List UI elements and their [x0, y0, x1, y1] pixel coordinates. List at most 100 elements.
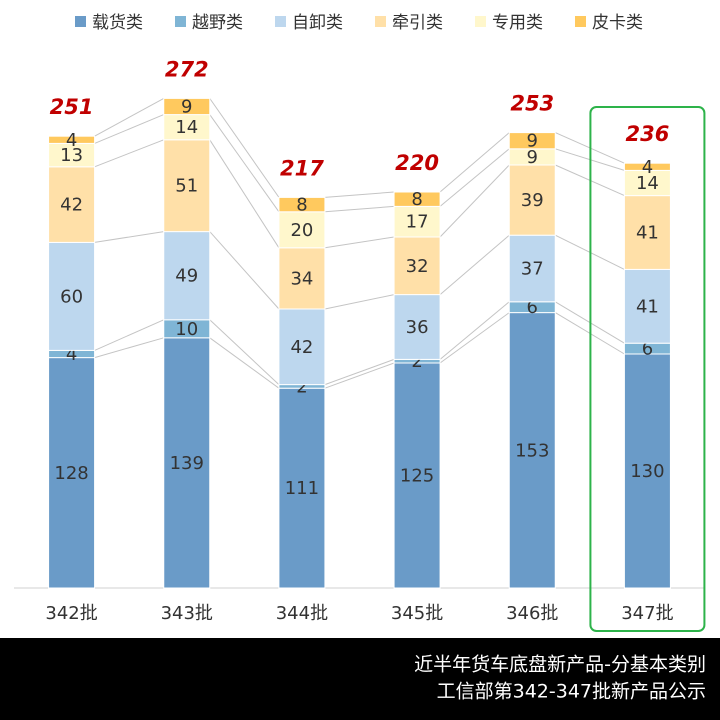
- data-label: 8: [411, 189, 422, 210]
- data-label: 2: [411, 351, 422, 372]
- data-label: 39: [521, 190, 544, 211]
- connector-line: [94, 337, 164, 359]
- connector-line: [324, 236, 395, 249]
- legend-label: 皮卡类: [592, 13, 643, 33]
- data-label: 41: [636, 223, 659, 244]
- bar-segment: [393, 236, 441, 296]
- bar-segment: [48, 241, 96, 351]
- data-label: 130: [630, 461, 664, 482]
- bar-segment: [393, 294, 441, 360]
- footer-line: 近半年货车底盘新产品-分基本类别: [414, 654, 706, 676]
- bar-segment: [48, 135, 96, 144]
- connector-line: [439, 301, 510, 360]
- bar-segment: [278, 387, 326, 589]
- connector-line: [439, 164, 510, 238]
- bar-segment: [278, 211, 326, 249]
- data-label: 8: [296, 195, 307, 216]
- data-label: 36: [406, 317, 429, 338]
- data-label: 111: [285, 478, 319, 499]
- data-label: 2: [296, 376, 307, 397]
- bar-segment: [623, 169, 671, 197]
- highlight-box: [589, 106, 706, 632]
- bar-segment: [393, 191, 441, 207]
- connector-line: [94, 319, 164, 351]
- legend-label: 自卸类: [292, 13, 343, 33]
- connector-line: [439, 234, 510, 295]
- bar-segment: [163, 97, 211, 116]
- legend-swatch: [275, 16, 286, 27]
- data-label: 42: [290, 337, 313, 358]
- x-tick-label: 346批: [506, 603, 558, 624]
- bar-segment: [623, 268, 671, 344]
- x-tick-label: 343批: [161, 603, 213, 624]
- connector-line: [209, 319, 280, 385]
- bar-segment: [163, 337, 211, 589]
- legend-swatch: [175, 16, 186, 27]
- connector-line: [324, 191, 395, 198]
- data-label: 14: [636, 173, 659, 194]
- x-tick-label: 347批: [621, 603, 673, 624]
- bar-segment: [278, 247, 326, 310]
- data-label: 51: [175, 176, 198, 197]
- data-label: 17: [406, 212, 429, 233]
- bar-segment: [508, 132, 556, 150]
- x-tick-label: 342批: [45, 603, 97, 624]
- bar-segment: [48, 166, 96, 243]
- connector-line: [209, 98, 280, 198]
- data-label: 60: [60, 286, 83, 307]
- connector-line: [439, 148, 510, 207]
- bar-segment: [393, 205, 441, 238]
- data-label: 32: [406, 256, 429, 277]
- bar-segment: [623, 162, 671, 171]
- legend-swatch: [375, 16, 386, 27]
- connector-line: [94, 97, 164, 137]
- connector-line: [209, 139, 280, 249]
- data-label: 139: [170, 453, 204, 474]
- bar-segment: [163, 231, 211, 321]
- bar-segment: [163, 139, 211, 233]
- bar-segment: [623, 195, 671, 270]
- data-label: 4: [66, 344, 77, 365]
- data-label: 10: [175, 319, 198, 340]
- legend-label: 牵引类: [392, 13, 443, 33]
- connector-line: [94, 139, 164, 168]
- connector-line: [209, 114, 280, 213]
- total-label: 217: [280, 156, 324, 180]
- data-label: 4: [66, 130, 77, 151]
- data-label: 42: [60, 195, 83, 216]
- data-label: 20: [290, 220, 313, 241]
- x-tick-label: 344批: [276, 603, 328, 624]
- legend-swatch: [75, 16, 86, 27]
- data-label: 14: [175, 117, 198, 138]
- total-label: 272: [165, 57, 209, 81]
- total-label: 253: [510, 92, 554, 116]
- data-label: 34: [290, 268, 313, 289]
- data-label: 13: [60, 145, 83, 166]
- x-tick-label: 345批: [391, 603, 443, 624]
- data-label: 4: [642, 157, 653, 178]
- data-label: 41: [636, 296, 659, 317]
- legend-label: 越野类: [192, 13, 243, 33]
- bar-segment: [508, 312, 556, 589]
- data-label: 9: [527, 147, 538, 168]
- connector-line: [439, 312, 510, 364]
- bar-segment: [508, 234, 556, 303]
- total-label: 251: [50, 95, 94, 119]
- footer-bar: [0, 638, 720, 720]
- legend-label: 载货类: [92, 13, 143, 33]
- total-label: 220: [395, 151, 439, 175]
- data-label: 9: [527, 131, 538, 152]
- connector-line: [94, 231, 164, 243]
- legend-swatch: [475, 16, 486, 27]
- data-label: 6: [642, 339, 653, 360]
- connector-line: [439, 132, 510, 193]
- connector-line: [209, 337, 280, 389]
- data-label: 37: [521, 259, 544, 280]
- data-label: 128: [54, 463, 88, 484]
- connector-line: [324, 358, 395, 386]
- connector-line: [324, 362, 395, 389]
- data-label: 153: [515, 440, 549, 461]
- total-label: 236: [625, 122, 669, 146]
